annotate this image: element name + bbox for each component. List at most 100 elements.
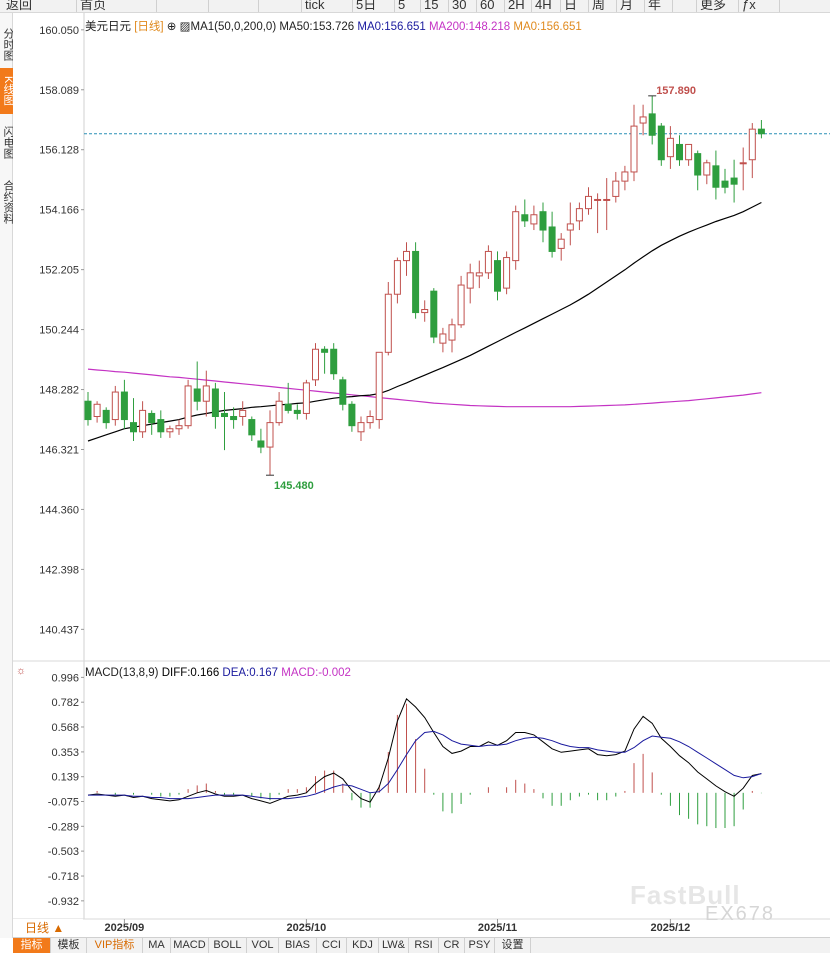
- candle-body: [175, 425, 183, 430]
- candle-body: [466, 272, 474, 289]
- toolbar-separator: [156, 0, 157, 12]
- toolbar-separator: [588, 0, 589, 12]
- candle-body: [666, 137, 674, 158]
- candle-body: [102, 409, 110, 424]
- candle-body: [339, 379, 347, 405]
- h4-button[interactable]: 4H: [535, 0, 552, 12]
- y-tick-label: 150.244: [39, 325, 79, 337]
- side-tab-2[interactable]: 闪电图: [2, 125, 13, 159]
- toolbar-separator: [476, 0, 477, 12]
- candle-body: [457, 284, 465, 326]
- candle-body: [757, 128, 765, 135]
- candle-body: [430, 290, 438, 338]
- candle-body: [539, 211, 547, 231]
- candle-body: [594, 198, 602, 201]
- side-tab-0[interactable]: 分时图: [2, 27, 13, 61]
- formula-button[interactable]: ƒx: [742, 0, 756, 12]
- candle-body: [612, 180, 620, 197]
- indicator-tab-12[interactable]: CR: [439, 938, 465, 953]
- indicator-tab-7[interactable]: BIAS: [279, 938, 317, 953]
- m5-button[interactable]: 5: [398, 0, 406, 12]
- indicator-tab-2[interactable]: VIP指标: [87, 938, 143, 953]
- indicator-tab-4[interactable]: MACD: [171, 938, 209, 953]
- m15-button[interactable]: 15: [424, 0, 439, 12]
- indicator-tab-3[interactable]: MA: [143, 938, 171, 953]
- indicator-tab-9[interactable]: KDJ: [347, 938, 379, 953]
- weekly-button[interactable]: 周: [592, 0, 606, 12]
- indicator-tab-5[interactable]: BOLL: [209, 938, 247, 953]
- candle-body: [712, 165, 720, 188]
- watermark: FastBull: [630, 880, 741, 910]
- m30-button[interactable]: 30: [452, 0, 467, 12]
- more-button[interactable]: 更多: [700, 0, 727, 12]
- candle-body: [266, 422, 274, 448]
- chart-area[interactable]: 160.050 158.089 156.128 154.166 152.205 150.2…: [13, 13, 830, 937]
- candle-body: [120, 391, 128, 421]
- candle-body: [257, 440, 265, 448]
- candle-body: [412, 250, 420, 314]
- y-tick-label: 160.050: [39, 25, 79, 37]
- indicator-tab-11[interactable]: RSI: [409, 938, 439, 953]
- monthly-button[interactable]: 月: [620, 0, 634, 12]
- legend-item: ⊕ ▨MA1(50,0,200,0): [164, 21, 277, 33]
- macd-y-tick-label: 0.139: [51, 772, 79, 784]
- candle-body: [321, 348, 329, 353]
- candle-body: [403, 250, 410, 262]
- indicator-tab-10[interactable]: LW&: [379, 938, 409, 953]
- y-tick-label: 142.398: [39, 564, 79, 576]
- candle-body: [521, 214, 529, 222]
- y-tick-label: 158.089: [39, 85, 79, 97]
- candle-body: [566, 223, 574, 231]
- 5day-button[interactable]: 5日: [356, 0, 377, 12]
- candle-body: [494, 260, 501, 292]
- candle-body: [239, 409, 247, 418]
- x-tick-label: 2025/09: [105, 922, 145, 934]
- indicator-tab-0[interactable]: 指标: [13, 938, 51, 953]
- candle-body: [557, 238, 565, 249]
- macd-y-tick-label: 0.996: [51, 672, 79, 684]
- toolbar-separator: [208, 0, 209, 12]
- legend-item: [日线]: [131, 19, 164, 33]
- candle-body: [748, 128, 756, 161]
- y-tick-label: 140.437: [39, 624, 79, 636]
- candle-body: [84, 400, 92, 421]
- candle-body: [221, 412, 228, 418]
- toolbar-separator: [738, 0, 739, 12]
- toolbar-separator: [644, 0, 645, 12]
- toolbar-separator: [616, 0, 617, 12]
- candle-body: [676, 143, 683, 161]
- macd-settings-icon: ☼: [16, 665, 26, 677]
- macd-legend: MACD(13,8,9) DIFF:0.166 DEA:0.167 MACD:-…: [85, 667, 351, 679]
- candle-body: [366, 416, 374, 424]
- candle-body: [184, 385, 192, 427]
- indicator-tab-8[interactable]: CCI: [317, 938, 347, 953]
- indicator-tab-13[interactable]: PSY: [465, 938, 495, 953]
- h2-button[interactable]: 2H: [508, 0, 525, 12]
- candle-body: [275, 400, 283, 424]
- x-tick-label: 2025/10: [287, 922, 327, 934]
- side-tab-1[interactable]: K线图: [0, 68, 13, 114]
- y-tick-label: 152.205: [39, 265, 79, 277]
- side-tab-3[interactable]: 合约资料: [2, 180, 13, 224]
- yearly-button[interactable]: 年: [648, 0, 662, 12]
- indicator-tab-6[interactable]: VOL: [247, 938, 279, 953]
- daily-button[interactable]: 日: [564, 0, 578, 12]
- candle-body: [639, 116, 647, 124]
- candle-body: [739, 162, 747, 165]
- home-button[interactable]: 首页: [80, 0, 107, 12]
- indicator-tab-1[interactable]: 模板: [51, 938, 87, 953]
- macd-y-tick-label: 0.568: [51, 722, 79, 734]
- period-selector[interactable]: 日线 ▲: [13, 919, 83, 937]
- y-tick-label: 154.166: [39, 205, 79, 217]
- candle-body: [312, 348, 319, 381]
- m60-button[interactable]: 60: [480, 0, 495, 12]
- candle-body: [694, 153, 702, 176]
- candle-body: [348, 403, 356, 427]
- tick-button[interactable]: tick: [305, 0, 325, 12]
- high-price-label: 157.890: [656, 85, 696, 97]
- legend-item: MA0:156.651: [354, 21, 426, 33]
- back-button[interactable]: 返回: [6, 0, 33, 12]
- candle-body: [384, 293, 392, 353]
- candle-body: [166, 428, 174, 433]
- indicator-tab-14[interactable]: 设置: [495, 938, 531, 953]
